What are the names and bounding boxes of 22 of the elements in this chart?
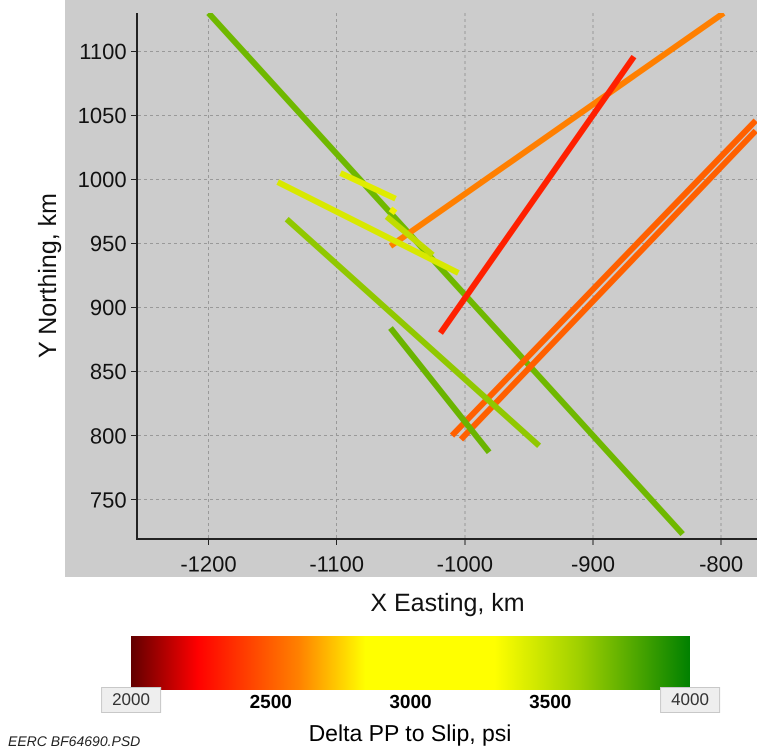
text: EERC BF64690.PSD — [8, 733, 140, 749]
color-bar-label: 4000 — [660, 687, 720, 713]
x-axis-title: X Easting, km — [370, 588, 525, 617]
x-tick-label: -900 — [570, 551, 615, 576]
color-bar-label: 2000 — [101, 687, 161, 713]
y-tick-label: 1100 — [79, 39, 127, 64]
x-tick-label: -1100 — [309, 551, 364, 576]
y-tick-label: 1050 — [78, 103, 127, 128]
color-bar-title: Delta PP to Slip, psi — [308, 720, 512, 747]
x-tick-label: -1000 — [436, 551, 493, 576]
y-tick-label: 800 — [90, 423, 127, 448]
y-tick-label: 950 — [90, 231, 127, 256]
y-axis-title: Y Northing, km — [34, 193, 62, 358]
color-bar-label: 3000 — [389, 692, 432, 714]
x-tick-label: -800 — [699, 551, 744, 576]
y-tick-label: 900 — [90, 295, 127, 320]
y-tick-label: 1000 — [78, 167, 127, 192]
y-tick-label: 850 — [90, 359, 127, 384]
color-bar-label: 3500 — [529, 692, 572, 714]
color-bar-label: 2500 — [250, 692, 292, 714]
x-tick-label: -1200 — [180, 551, 237, 576]
y-tick-label: 750 — [90, 487, 127, 512]
